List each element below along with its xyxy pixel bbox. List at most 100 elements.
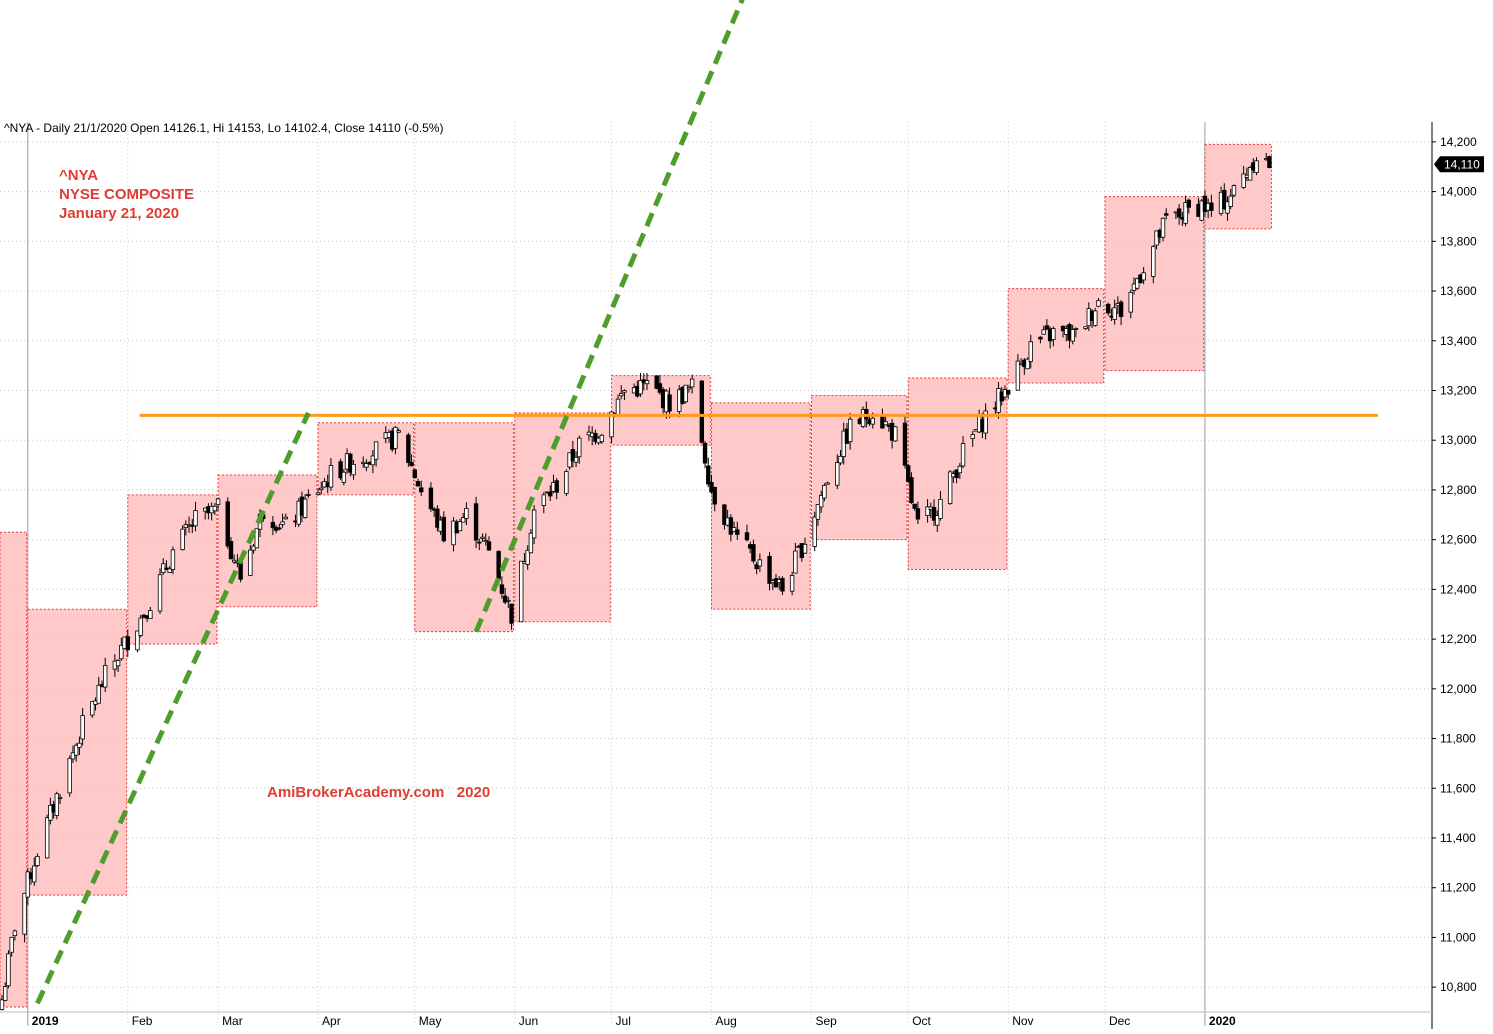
x-tick-label: Oct bbox=[912, 1014, 931, 1028]
candle-body bbox=[225, 501, 230, 547]
candle-body bbox=[1128, 292, 1133, 313]
candle-body bbox=[699, 380, 705, 443]
month-range-box bbox=[414, 422, 515, 633]
candle-body bbox=[25, 871, 30, 898]
candle-body bbox=[1093, 310, 1098, 326]
candle-body bbox=[483, 539, 488, 542]
candle-body bbox=[1247, 167, 1253, 181]
candle-body bbox=[506, 599, 511, 602]
y-tick-label: 11,800 bbox=[1440, 732, 1476, 746]
watermark-text: AmiBrokerAcademy.com 2020 bbox=[267, 784, 490, 801]
trend-line bbox=[35, 411, 311, 1005]
title-symbol: ^NYA bbox=[59, 167, 98, 184]
y-tick-label: 11,400 bbox=[1440, 831, 1476, 845]
candle-body bbox=[396, 430, 401, 433]
candle-body bbox=[935, 515, 940, 526]
last-value-tag bbox=[1434, 156, 1484, 173]
candle-body bbox=[1112, 307, 1117, 320]
trend-line bbox=[473, 0, 745, 633]
candle-body bbox=[1038, 336, 1043, 340]
candle-body bbox=[0, 999, 5, 1010]
x-tick-label: May bbox=[419, 1014, 442, 1028]
candle-body bbox=[1176, 208, 1182, 218]
candle-body bbox=[6, 953, 11, 987]
candle-body bbox=[435, 508, 440, 528]
candle-body bbox=[767, 555, 772, 584]
candle-body bbox=[1006, 389, 1011, 395]
candle-body bbox=[909, 477, 914, 504]
candle-body bbox=[609, 411, 614, 438]
candle-body bbox=[319, 487, 324, 491]
candle-body bbox=[12, 930, 18, 937]
candle-body bbox=[499, 584, 505, 594]
candle-body bbox=[728, 517, 734, 535]
x-tick-label: 2020 bbox=[1209, 1014, 1236, 1028]
candle-body bbox=[1209, 202, 1214, 211]
candle-body bbox=[254, 528, 259, 549]
candle-body bbox=[90, 701, 95, 716]
month-range-box bbox=[317, 422, 415, 496]
candle-body bbox=[32, 865, 37, 883]
candle-body bbox=[283, 516, 288, 520]
candle-body bbox=[906, 465, 911, 482]
candle-body bbox=[80, 715, 85, 740]
candle-body bbox=[683, 384, 688, 403]
month-range-box bbox=[1007, 288, 1105, 384]
y-tick-label: 13,200 bbox=[1440, 383, 1477, 397]
y-tick-label: 14,000 bbox=[1440, 185, 1477, 199]
candle-body bbox=[1254, 160, 1259, 173]
candle-body bbox=[825, 482, 830, 485]
candle-body bbox=[231, 559, 237, 563]
monthly-range-boxes bbox=[0, 143, 1272, 1008]
candle-body bbox=[644, 380, 650, 385]
candle-body bbox=[915, 508, 921, 520]
candle-body bbox=[370, 455, 376, 466]
candle-body bbox=[393, 426, 398, 449]
candle-body bbox=[248, 549, 253, 576]
candle-body bbox=[1083, 326, 1088, 329]
candle-body bbox=[599, 434, 605, 443]
candle-body bbox=[722, 504, 727, 525]
candles-layer bbox=[0, 152, 1272, 1011]
candle-body bbox=[328, 465, 334, 488]
candle-body bbox=[870, 417, 875, 425]
candle-body bbox=[473, 503, 479, 541]
x-tick-label: Dec bbox=[1109, 1014, 1130, 1028]
candle-body bbox=[441, 516, 447, 542]
candle-body bbox=[931, 507, 937, 521]
candle-body bbox=[754, 564, 759, 570]
candle-body bbox=[364, 463, 369, 468]
candle-body bbox=[789, 574, 795, 592]
x-tick-label: Sep bbox=[815, 1014, 837, 1028]
last-value-label: 14,110 bbox=[1444, 157, 1480, 171]
candle-body bbox=[348, 453, 353, 473]
candle-body bbox=[564, 471, 569, 494]
candle-body bbox=[838, 455, 843, 464]
candle-body bbox=[1225, 201, 1230, 214]
y-tick-label: 12,000 bbox=[1440, 682, 1477, 696]
candle-body bbox=[302, 498, 308, 518]
candle-body bbox=[277, 527, 282, 530]
candle-body bbox=[44, 817, 50, 859]
annotation-layer: ^NYA - Daily 21/1/2020 Open 14126.1, Hi … bbox=[4, 121, 490, 801]
candle-body bbox=[970, 434, 975, 440]
candle-body bbox=[654, 375, 659, 389]
candle-body bbox=[615, 398, 621, 416]
candle-body bbox=[528, 532, 534, 554]
candle-body bbox=[464, 507, 469, 519]
y-tick-label: 14,200 bbox=[1440, 135, 1477, 149]
candle-body bbox=[744, 532, 750, 541]
candle-body bbox=[1267, 156, 1272, 169]
candle-body bbox=[270, 521, 276, 529]
candle-body bbox=[667, 394, 672, 412]
candle-body bbox=[735, 529, 740, 535]
candle-body bbox=[1186, 199, 1191, 208]
candle-body bbox=[531, 509, 537, 539]
candle-body bbox=[419, 487, 424, 493]
candle-body bbox=[1096, 300, 1101, 307]
candle-body bbox=[306, 494, 311, 496]
candle-body bbox=[1025, 358, 1030, 370]
candle-body bbox=[486, 541, 492, 551]
